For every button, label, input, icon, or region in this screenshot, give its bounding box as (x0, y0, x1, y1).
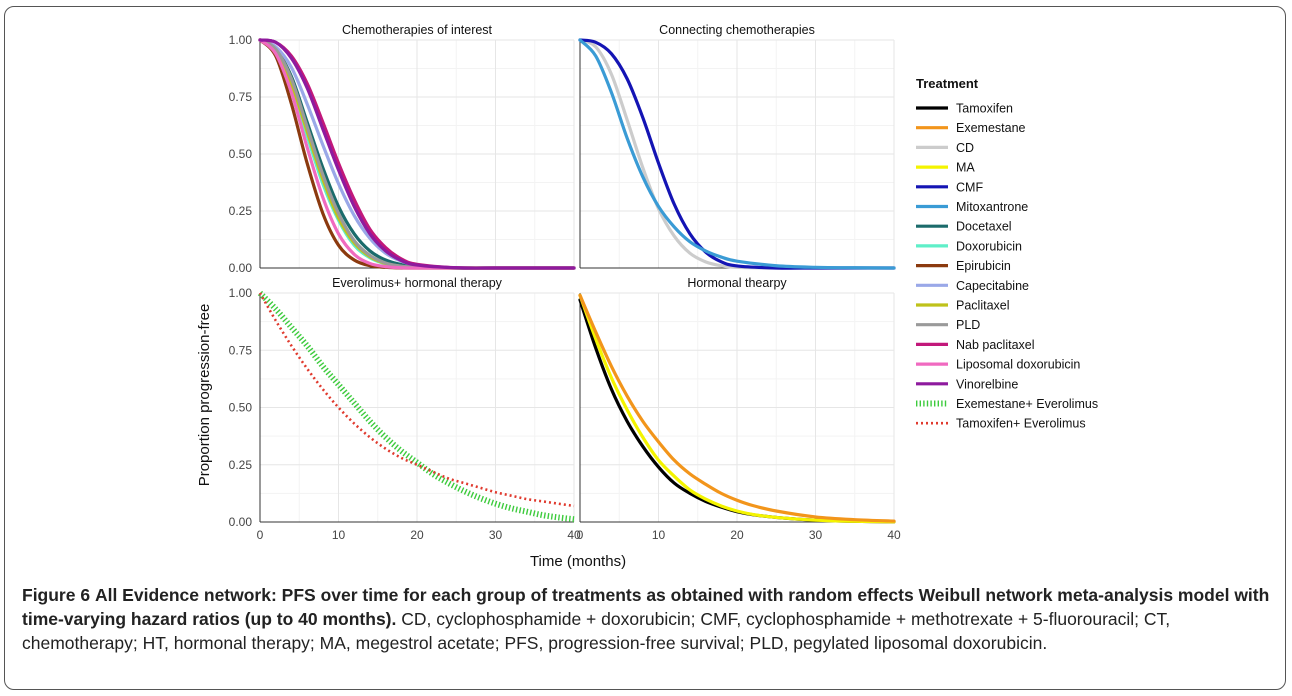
legend: Tamoxifen Exemestane CD MA CMF Mitoxantrone Do… (916, 102, 1098, 431)
legend-label: Paclitaxel (956, 299, 1010, 313)
panel-hormonal-thearpy: Hormonal thearpy 0 10 20 30 40 (577, 276, 901, 542)
x-tick-label: 30 (809, 528, 823, 542)
legend-item-vinorelbine: Vinorelbine (916, 377, 1018, 391)
legend-item-capecitabine: Capecitabine (916, 279, 1029, 293)
legend-item-cmf: CMF (916, 180, 983, 194)
panel-title: Chemotherapies of interest (342, 23, 493, 37)
y-tick-label: 0.00 (229, 515, 253, 529)
panel-chemotherapies-of-interest: Chemotherapies of interest 0.00 0.25 0.50 0.… (229, 23, 576, 275)
y-axis-title: Proportion progression-free (196, 304, 213, 487)
legend-label: Doxorubicin (956, 239, 1022, 253)
legend-item-liposomal-doxorubicin: Liposomal doxorubicin (916, 358, 1080, 372)
legend-label: Exemestane (956, 121, 1026, 135)
legend-label: Mitoxantrone (956, 200, 1028, 214)
legend-item-paclitaxel: Paclitaxel (916, 299, 1010, 313)
legend-label: PLD (956, 318, 980, 332)
y-tick-label: 0.50 (229, 401, 253, 415)
y-tick-label: 0.25 (229, 458, 253, 472)
x-tick-label: 10 (652, 528, 666, 542)
series-line-mitoxantrone (578, 38, 896, 270)
y-tick-label: 0.75 (229, 343, 253, 357)
legend-item-epirubicin: Epirubicin (916, 259, 1011, 273)
legend-item-tamoxifen-everolimus: Tamoxifen+ Everolimus (916, 417, 1086, 431)
legend-label: CMF (956, 180, 983, 194)
legend-label: Nab paclitaxel (956, 338, 1035, 352)
legend-item-exemestane: Exemestane (916, 121, 1026, 135)
caption-title: All Evidence network: PFS over time for … (22, 585, 1270, 629)
x-tick-label: 30 (489, 528, 503, 542)
legend-label: Liposomal doxorubicin (956, 358, 1080, 372)
x-tick-label: 0 (577, 528, 584, 542)
y-tick-label: 0.50 (229, 147, 253, 161)
panel-title: Hormonal thearpy (687, 276, 787, 290)
panel-connecting-chemotherapies: Connecting chemotherapies (578, 23, 896, 270)
x-axis-title: Time (months) (530, 553, 626, 570)
legend-label: Tamoxifen+ Everolimus (956, 417, 1086, 431)
y-tick-label: 0.75 (229, 90, 253, 104)
y-tick-label: 0.00 (229, 261, 253, 275)
legend-label: Tamoxifen (956, 102, 1013, 116)
figure-chart: Chemotherapies of interest 0.00 0.25 0.50 0.… (196, 23, 1098, 570)
figure-caption: Figure 6 All Evidence network: PFS over … (22, 583, 1272, 655)
x-tick-label: 10 (332, 528, 346, 542)
x-tick-label: 20 (410, 528, 424, 542)
legend-title: Treatment (916, 76, 979, 91)
legend-label: CD (956, 141, 974, 155)
panel-everolimus-hormonal-therapy: Everolimus+ hormonal therapy 0.00 0.25 0.50… (229, 276, 581, 542)
series-line-ma (578, 293, 896, 524)
legend-label: Capecitabine (956, 279, 1029, 293)
legend-label: MA (956, 161, 975, 175)
legend-item-exemestane-everolimus: Exemestane+ Everolimus (916, 397, 1098, 411)
x-tick-label: 20 (730, 528, 744, 542)
legend-item-tamoxifen: Tamoxifen (916, 102, 1013, 116)
x-tick-label: 40 (887, 528, 901, 542)
series-line-exemestane (578, 293, 896, 523)
caption-body: CD, cyclophosphamide + doxorubicin; CMF,… (22, 609, 1171, 653)
legend-label: Exemestane+ Everolimus (956, 397, 1098, 411)
legend-item-cd: CD (916, 141, 974, 155)
caption-label: Figure 6 (22, 585, 91, 605)
series-line-tamoxifen-everolimus (258, 292, 575, 508)
legend-label: Docetaxel (956, 220, 1012, 234)
x-tick-label: 40 (567, 528, 581, 542)
panel-title: Connecting chemotherapies (659, 23, 815, 37)
series-line-exemestane-everolimus (257, 290, 575, 523)
legend-item-pld: PLD (916, 318, 980, 332)
legend-label: Epirubicin (956, 259, 1011, 273)
legend-label: Vinorelbine (956, 377, 1018, 391)
y-tick-label: 1.00 (229, 33, 253, 47)
series-line-vinorelbine (258, 38, 576, 270)
legend-item-doxorubicin: Doxorubicin (916, 239, 1022, 253)
x-tick-label: 0 (257, 528, 264, 542)
y-tick-label: 1.00 (229, 286, 253, 300)
legend-item-nab-paclitaxel: Nab paclitaxel (916, 338, 1035, 352)
legend-item-mitoxantrone: Mitoxantrone (916, 200, 1028, 214)
panel-title: Everolimus+ hormonal therapy (332, 276, 503, 290)
legend-item-docetaxel: Docetaxel (916, 220, 1012, 234)
y-tick-label: 0.25 (229, 204, 253, 218)
figure-frame (4, 6, 1286, 690)
legend-item-ma: MA (916, 161, 975, 175)
